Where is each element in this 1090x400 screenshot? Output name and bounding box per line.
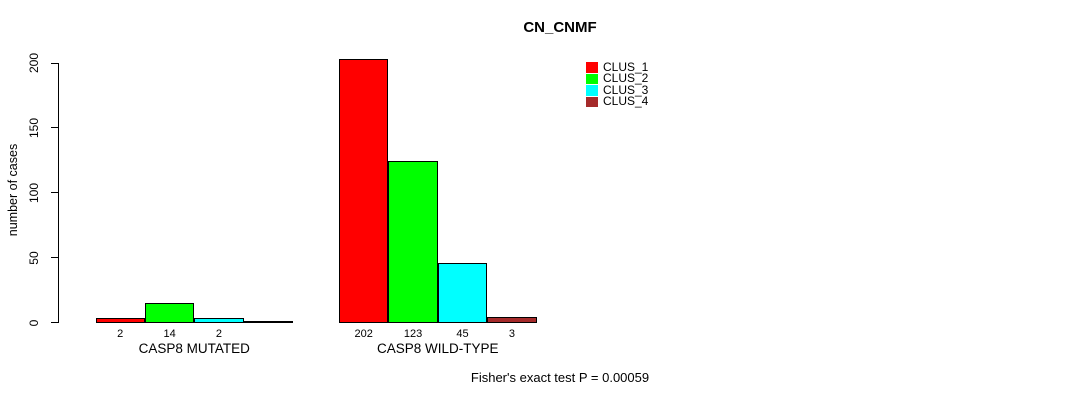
bar-value-label: 14: [163, 328, 176, 340]
legend-item-clus_1: CLUS_1: [586, 60, 649, 74]
bar-value-label: 2: [117, 328, 124, 340]
bar-clus_1-wildtype: [339, 59, 389, 323]
y-tick-label: 100: [27, 182, 41, 203]
y-tick-mark: [51, 192, 58, 194]
y-tick-label: 150: [27, 117, 41, 138]
bar-value-label: 2: [215, 328, 223, 340]
group-label: CASP8 MUTATED: [138, 341, 250, 356]
bar-value-label: 45: [456, 328, 469, 340]
legend-label: CLUS_1: [603, 60, 649, 74]
legend-label: CLUS_3: [603, 82, 649, 97]
y-tick-mark: [51, 257, 58, 259]
legend-swatch-icon: [586, 73, 598, 85]
bar-value-label: 123: [403, 328, 423, 340]
y-axis-line: [57, 62, 59, 323]
legend-swatch-icon: [586, 62, 598, 73]
y-tick-mark: [51, 127, 58, 129]
y-tick-mark: [51, 62, 58, 64]
bar-clus_3-mutated: [194, 318, 244, 323]
bar-clus_3-wildtype: [437, 263, 488, 323]
bar-clus_2-mutated: [144, 303, 195, 323]
legend-swatch-icon: [586, 96, 598, 108]
legend-swatch-icon: [586, 85, 598, 96]
chart-title: CN_CNMF: [523, 19, 597, 36]
legend-label: CLUS_4: [603, 94, 649, 109]
y-tick-label: 50: [27, 250, 41, 265]
bar-value-label: 3: [508, 328, 515, 340]
bar-clus_4-wildtype: [487, 317, 537, 323]
bar-clus_2-wildtype: [388, 161, 438, 323]
y-tick-label: 200: [27, 52, 41, 74]
y-tick-mark: [51, 322, 58, 323]
legend-item-clus_2: CLUS_2: [586, 71, 649, 86]
bar-clus_4-mutated: [243, 321, 294, 323]
y-tick-label: 0: [27, 319, 41, 326]
legend-label: CLUS_2: [603, 71, 649, 86]
bar-value-label: 202: [354, 328, 373, 340]
group-label: CASP8 WILD-TYPE: [377, 341, 499, 356]
legend: CLUS_1 CLUS_2 CLUS_3 CLUS_4: [586, 60, 649, 109]
legend-item-clus_3: CLUS_3: [586, 82, 649, 97]
legend-item-clus_4: CLUS_4: [586, 94, 649, 109]
bar-clus_1-mutated: [95, 318, 145, 323]
fisher-test-note: Fisher's exact test P = 0.00059: [470, 370, 650, 385]
y-axis-title: number of cases: [6, 143, 20, 237]
